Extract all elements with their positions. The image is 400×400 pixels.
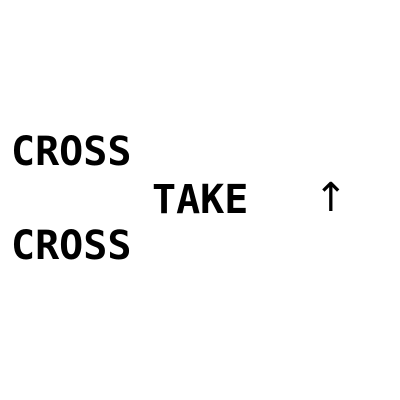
word-line-3: CROSS xyxy=(11,223,132,269)
up-arrow-icon: ↑ xyxy=(314,175,348,221)
word-line-2: TAKE xyxy=(152,177,249,223)
word-line-1: CROSS xyxy=(11,129,132,175)
